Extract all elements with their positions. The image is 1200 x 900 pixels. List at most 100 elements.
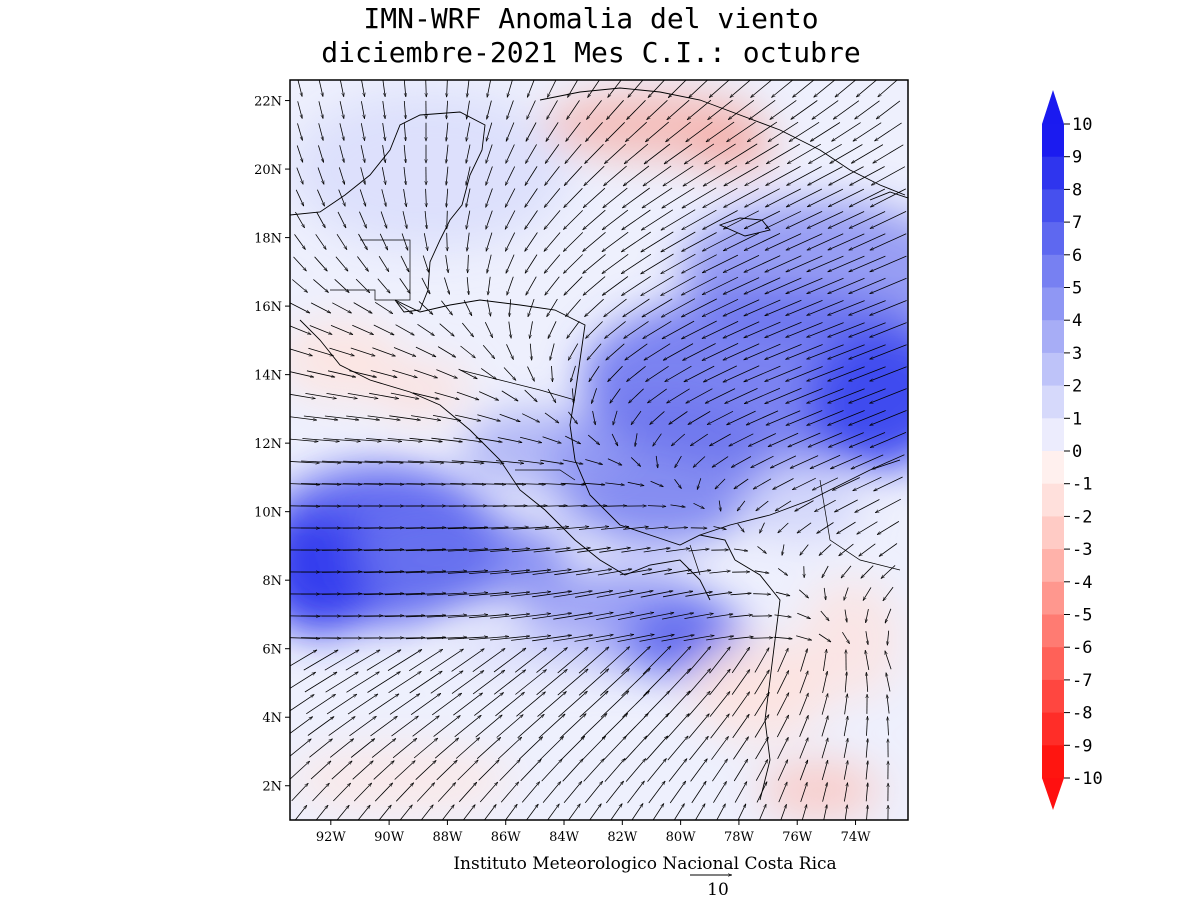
wind-vector — [496, 715, 524, 738]
wind-vector — [870, 255, 907, 273]
wind-vector — [338, 189, 346, 207]
wind-vector — [817, 522, 834, 534]
wind-vector — [490, 549, 530, 552]
wind-vector — [884, 651, 892, 670]
wind-vector — [866, 672, 867, 692]
wind-vector — [372, 347, 395, 357]
lat-tick-label: 18N — [254, 232, 282, 247]
wind-vector — [412, 392, 440, 399]
wind-vector — [418, 301, 433, 314]
wind-vector — [583, 276, 606, 296]
wind-vector — [844, 609, 847, 623]
wind-vector — [849, 188, 886, 208]
wind-vector — [645, 736, 668, 761]
wind-vector — [406, 484, 446, 485]
wind-vector — [399, 278, 411, 293]
wind-vector — [483, 804, 497, 820]
colorbar-label: 5 — [1072, 279, 1082, 299]
wind-vector — [579, 691, 609, 718]
wind-vector — [844, 805, 848, 820]
wind-vector — [366, 650, 401, 671]
colorbar-label: 8 — [1072, 180, 1082, 200]
wind-vector — [307, 717, 334, 736]
wind-vector — [688, 411, 711, 424]
wind-vector — [644, 343, 671, 361]
wind-vector — [869, 344, 907, 360]
wind-vector — [799, 693, 809, 716]
wind-vector — [730, 80, 751, 97]
wind-vector — [566, 122, 581, 141]
wind-vector — [349, 370, 376, 378]
longitude-axis: 92W 90W 88W 86W 84W 82W 80W 78W 76W 74W — [316, 820, 871, 845]
wind-vector — [518, 460, 544, 463]
wind-vector — [451, 649, 485, 672]
wind-vector — [750, 638, 773, 639]
wind-vector — [318, 101, 323, 118]
wind-vector — [466, 122, 471, 142]
wind-vector — [339, 80, 344, 97]
wind-vector — [325, 672, 359, 693]
wind-vector — [525, 144, 537, 163]
wind-vector — [536, 647, 568, 673]
wind-vector — [574, 613, 614, 620]
wind-vector — [665, 691, 690, 718]
wind-vector — [799, 715, 809, 737]
wind-vector — [589, 804, 602, 820]
wind-vector — [610, 388, 621, 404]
wind-vector — [785, 366, 823, 382]
wind-vector — [575, 591, 613, 598]
wind-vector — [723, 255, 760, 273]
wind-vector — [547, 388, 556, 403]
wind-vector — [563, 232, 584, 251]
wind-vector — [586, 100, 602, 119]
colorbar-label: -2 — [1072, 507, 1092, 527]
wind-vector — [648, 781, 665, 804]
wind-vector — [499, 759, 521, 781]
wind-vector — [800, 544, 809, 556]
colorbar-segment — [1042, 320, 1064, 354]
wind-vector — [731, 692, 749, 717]
wind-vector — [871, 166, 906, 186]
wind-vector — [301, 460, 341, 463]
lon-tick-label: 84W — [549, 830, 580, 845]
lon-tick-label: 88W — [432, 830, 463, 845]
wind-vector — [401, 233, 409, 251]
colorbar-label: -6 — [1072, 638, 1092, 658]
wind-vector — [391, 716, 419, 737]
wind-vector — [765, 210, 802, 230]
wind-vector — [706, 614, 733, 619]
wind-vector — [689, 736, 709, 761]
wind-vector — [887, 695, 890, 714]
wind-vector — [839, 543, 854, 556]
wind-vector — [725, 143, 758, 164]
colorbar-segment — [1042, 712, 1064, 746]
lon-tick-label: 90W — [374, 830, 405, 845]
wind-vector — [447, 549, 488, 552]
wind-vector — [585, 144, 604, 163]
wind-vector — [513, 527, 549, 530]
wind-vector — [422, 255, 430, 273]
wind-vector — [342, 550, 383, 551]
lon-tick-label: 92W — [316, 830, 347, 845]
wind-vector — [627, 100, 646, 119]
wind-vector — [737, 804, 747, 820]
wind-vector — [403, 189, 407, 207]
wind-vector — [563, 781, 582, 804]
wind-vector — [723, 188, 759, 208]
wind-vector — [869, 322, 907, 338]
wind-vector — [346, 672, 380, 693]
colorbar-label: -4 — [1072, 573, 1092, 593]
wind-vector — [744, 188, 780, 208]
wind-vector — [870, 188, 906, 208]
lon-tick-label: 74W — [841, 830, 872, 845]
wind-vector — [837, 521, 856, 534]
wind-vector — [366, 438, 402, 442]
wind-vector — [849, 166, 885, 186]
wind-vector — [558, 691, 588, 718]
wind-vector — [623, 298, 650, 317]
wind-vector — [782, 544, 785, 555]
wind-vector — [404, 122, 405, 141]
wind-vector — [390, 392, 419, 399]
wind-vector — [828, 211, 865, 229]
wind-vector — [313, 279, 328, 292]
